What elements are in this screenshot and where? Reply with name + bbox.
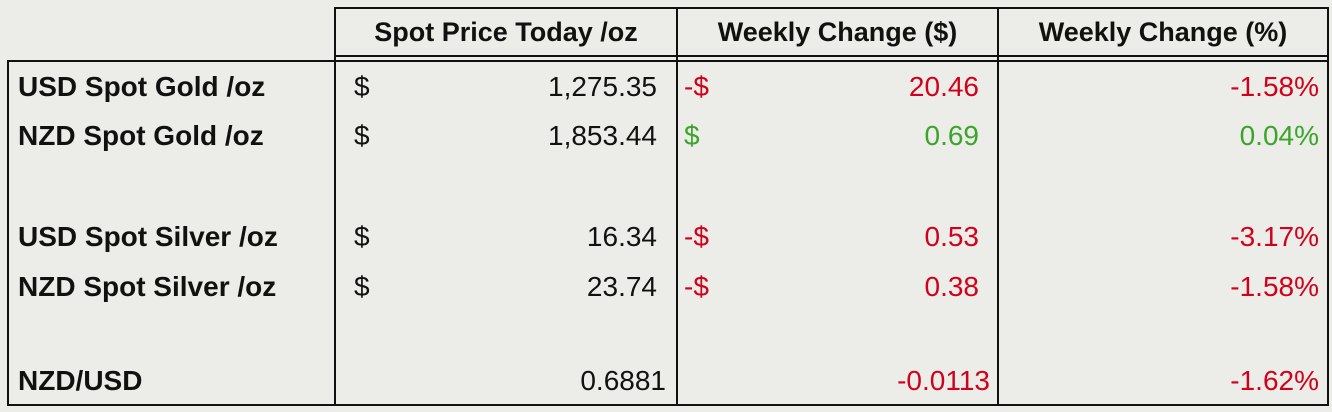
weekly-change: 20.46 (908, 71, 979, 102)
spot-price: 1,275.35 (548, 71, 657, 102)
border (334, 7, 336, 406)
border (997, 7, 999, 406)
weekly-change: 0.69 (924, 120, 980, 151)
row-label: USD Spot Gold /oz (18, 71, 266, 102)
column-header: Spot Price Today /oz (374, 17, 638, 47)
weekly-change: -0.0113 (897, 365, 990, 396)
row-label: NZD/USD (18, 365, 143, 396)
border (334, 7, 1329, 9)
weekly-change: 0.38 (924, 271, 980, 302)
currency-sign: $ (354, 120, 370, 151)
border (1327, 7, 1329, 406)
row-label: NZD Spot Gold /oz (18, 120, 264, 151)
row-label: USD Spot Silver /oz (18, 221, 278, 252)
border (334, 55, 1329, 57)
row-label: NZD Spot Silver /oz (18, 271, 277, 302)
spot-price: 16.34 (586, 221, 657, 252)
change-sign: -$ (684, 71, 709, 102)
weekly-change-pct: -1.58% (1230, 271, 1319, 302)
spot-price: 23.74 (586, 271, 657, 302)
column-header: Weekly Change (%) (1038, 17, 1288, 47)
border (7, 60, 9, 406)
currency-sign: $ (354, 221, 370, 252)
weekly-change-pct: -1.62% (1230, 365, 1319, 396)
weekly-change: 0.53 (924, 221, 980, 252)
column-header: Weekly Change ($) (717, 17, 958, 47)
border (7, 404, 1329, 406)
border (7, 60, 1329, 62)
weekly-change-pct: -3.17% (1230, 221, 1319, 252)
currency-sign: $ (354, 271, 370, 302)
weekly-change-pct: 0.04% (1239, 120, 1319, 151)
change-sign: -$ (684, 221, 709, 252)
change-sign: -$ (684, 271, 709, 302)
spot-price: 0.6881 (580, 365, 666, 396)
currency-sign: $ (354, 71, 370, 102)
border (676, 7, 678, 406)
change-sign: $ (684, 120, 700, 151)
spot-price: 1,853.44 (548, 120, 657, 151)
weekly-change-pct: -1.58% (1230, 71, 1319, 102)
